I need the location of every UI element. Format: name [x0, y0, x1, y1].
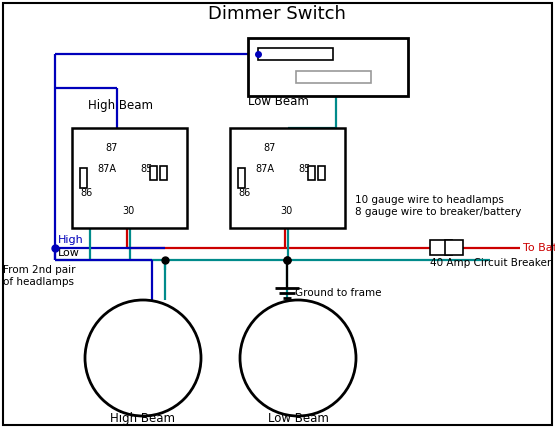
Bar — [445, 240, 463, 255]
Text: Low Beam: Low Beam — [268, 412, 329, 425]
Bar — [230, 128, 345, 228]
Text: 87: 87 — [106, 143, 118, 153]
Text: From 2nd pair
of headlamps: From 2nd pair of headlamps — [3, 265, 75, 287]
Text: 85: 85 — [298, 164, 310, 174]
Bar — [160, 166, 167, 180]
Bar — [80, 168, 87, 188]
Text: 40 Amp Circuit Breaker: 40 Amp Circuit Breaker — [430, 258, 551, 268]
Text: 87A: 87A — [255, 164, 275, 174]
Text: Ground to frame: Ground to frame — [295, 288, 381, 298]
Bar — [430, 240, 452, 255]
Text: 10 gauge wire to headlamps
8 gauge wire to breaker/battery: 10 gauge wire to headlamps 8 gauge wire … — [355, 195, 521, 217]
Text: 86: 86 — [238, 188, 250, 198]
Text: 87: 87 — [264, 143, 276, 153]
Circle shape — [85, 300, 201, 416]
Bar — [318, 166, 325, 180]
Bar — [72, 128, 187, 228]
Bar — [258, 48, 333, 60]
Text: High Beam: High Beam — [110, 412, 175, 425]
Text: 85: 85 — [140, 164, 153, 174]
Text: High: High — [58, 235, 84, 245]
Text: Dimmer Switch: Dimmer Switch — [208, 5, 346, 23]
Text: 30: 30 — [280, 206, 292, 216]
Text: High Beam: High Beam — [88, 99, 153, 112]
Text: To Battery: To Battery — [523, 243, 555, 253]
Circle shape — [240, 300, 356, 416]
Bar — [248, 38, 408, 96]
Text: 86: 86 — [80, 188, 92, 198]
Bar — [308, 166, 315, 180]
Text: 30: 30 — [122, 206, 134, 216]
Bar — [238, 168, 245, 188]
Text: Low Beam: Low Beam — [248, 95, 309, 108]
Text: Low: Low — [58, 248, 80, 258]
Bar — [296, 71, 371, 83]
Text: 87A: 87A — [98, 164, 117, 174]
Bar — [150, 166, 157, 180]
